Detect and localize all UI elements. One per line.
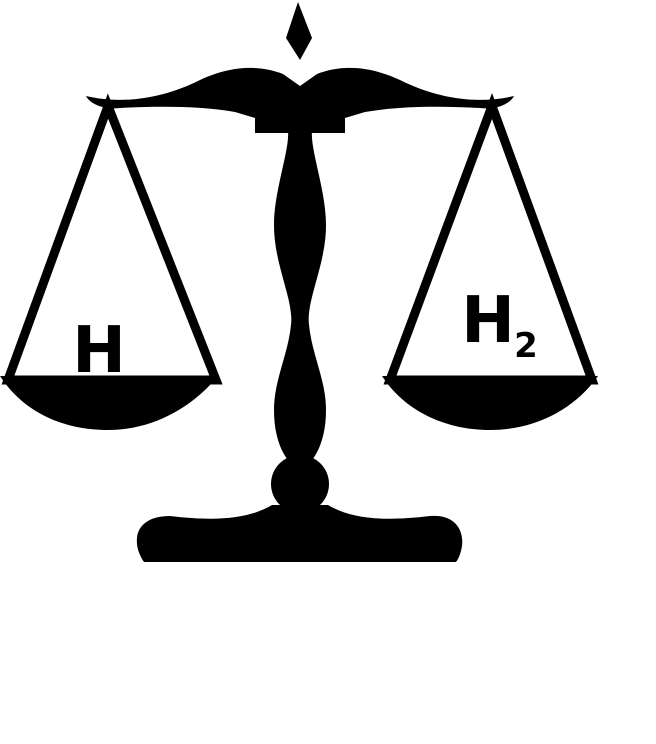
right-pan-label: H (461, 284, 515, 358)
scale-beam (86, 67, 514, 133)
right-pan-subscript: 2 (514, 326, 538, 366)
right-pan-bowl (382, 376, 598, 430)
left-pan-bowl (0, 376, 218, 430)
scale-column (274, 130, 326, 460)
scale-base (136, 505, 463, 562)
right-pan: H 2 (382, 92, 599, 430)
scale-finial (286, 2, 312, 60)
scale-knob (271, 455, 329, 513)
left-pan: H (0, 93, 223, 430)
left-pan-label: H (72, 314, 126, 388)
